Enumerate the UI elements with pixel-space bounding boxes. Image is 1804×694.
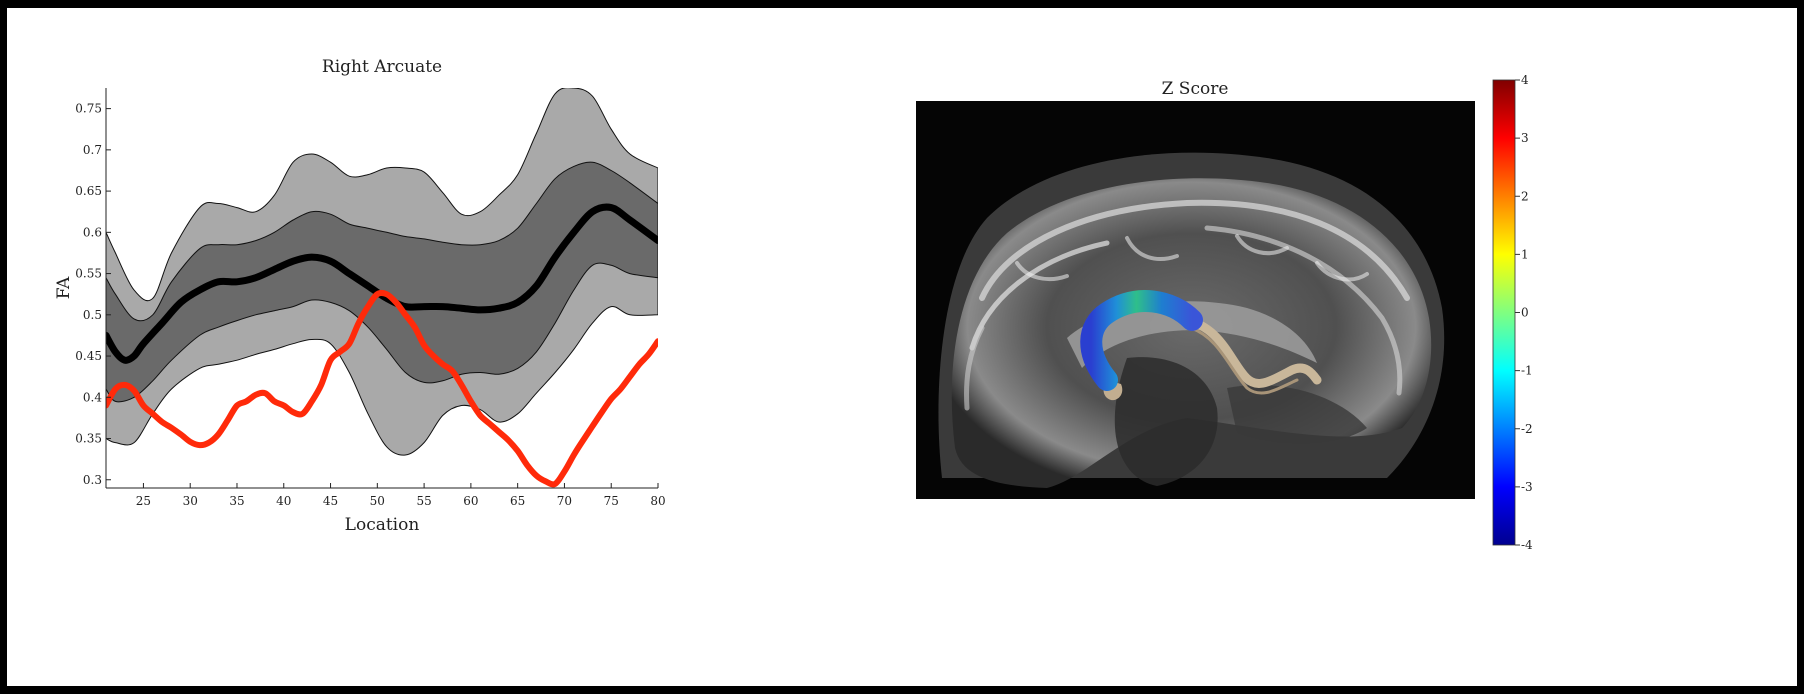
y-tick-label: 0.35	[75, 432, 102, 446]
confidence-band-2	[106, 161, 658, 403]
y-tick-label: 0.7	[83, 143, 102, 157]
y-tick-label: 0.6	[83, 225, 102, 239]
colorbar-tick-label: -4	[1521, 538, 1533, 552]
y-tick-label: 0.3	[83, 473, 102, 487]
x-ticks: 25 30 35 40 45 50 55 60 65 70 75 80	[136, 483, 666, 508]
y-tick-label: 0.45	[75, 349, 102, 363]
right-arcuate-chart: Right Arcuate 0.30.350.40.450.50.550.60.…	[54, 57, 666, 535]
colorbar-tick-label: 3	[1521, 131, 1529, 145]
y-tick-label: 0.4	[83, 390, 102, 404]
x-tick-label: 80	[650, 494, 665, 508]
subject-line	[106, 289, 658, 488]
x-tick-label: 25	[136, 494, 151, 508]
colorbar-tick-label: -1	[1521, 364, 1533, 378]
plot-area	[106, 88, 658, 488]
figure-canvas: Right Arcuate 0.30.350.40.450.50.550.60.…	[54, 57, 1533, 552]
y-tick-label: 0.5	[83, 308, 102, 322]
x-tick-label: 70	[557, 494, 572, 508]
x-tick-label: 30	[183, 494, 198, 508]
x-axis-label: Location	[345, 515, 420, 535]
colorbar	[1492, 79, 1516, 546]
colorbar-tick-label: -2	[1521, 422, 1533, 436]
colorbar-tick-label: 1	[1521, 247, 1529, 261]
x-tick-label: 45	[323, 494, 338, 508]
mean-line	[106, 203, 658, 364]
y-tick-label: 0.55	[75, 267, 102, 281]
zscore-title: Z Score	[1162, 79, 1229, 99]
y-tick-label: 0.75	[75, 102, 102, 116]
zscore-panel: Z Score	[916, 73, 1533, 552]
colorbar-tick-label: -3	[1521, 480, 1533, 494]
x-tick-label: 75	[604, 494, 619, 508]
colorbar-labels: 4 3 2 1 0 -1 -2 -3 -4	[1515, 73, 1533, 552]
colorbar-tick-label: 2	[1521, 189, 1529, 203]
colorbar-tick-label: 4	[1521, 73, 1529, 87]
x-tick-label: 35	[229, 494, 244, 508]
figure-slide: Right Arcuate 0.3 0.35 0.4 0.45 0.5 0.55 0.6 0.…	[7, 8, 1797, 686]
y-ticks: 0.3 0.35 0.4 0.45 0.5 0.55 0.6 0.65 0.7 0.75	[75, 102, 111, 487]
y-tick-label: 0.65	[75, 184, 102, 198]
y-axis-label: FA	[54, 276, 74, 299]
x-tick-label: 55	[416, 494, 431, 508]
zscore-tract	[1080, 290, 1203, 391]
x-tick-label: 50	[370, 494, 385, 508]
colorbar-tick-label: 0	[1521, 306, 1529, 320]
x-tick-label: 60	[463, 494, 478, 508]
x-tick-label: 40	[276, 494, 291, 508]
chart-title: Right Arcuate	[322, 57, 442, 77]
brain-mri-image	[938, 152, 1445, 488]
x-tick-label: 65	[510, 494, 525, 508]
